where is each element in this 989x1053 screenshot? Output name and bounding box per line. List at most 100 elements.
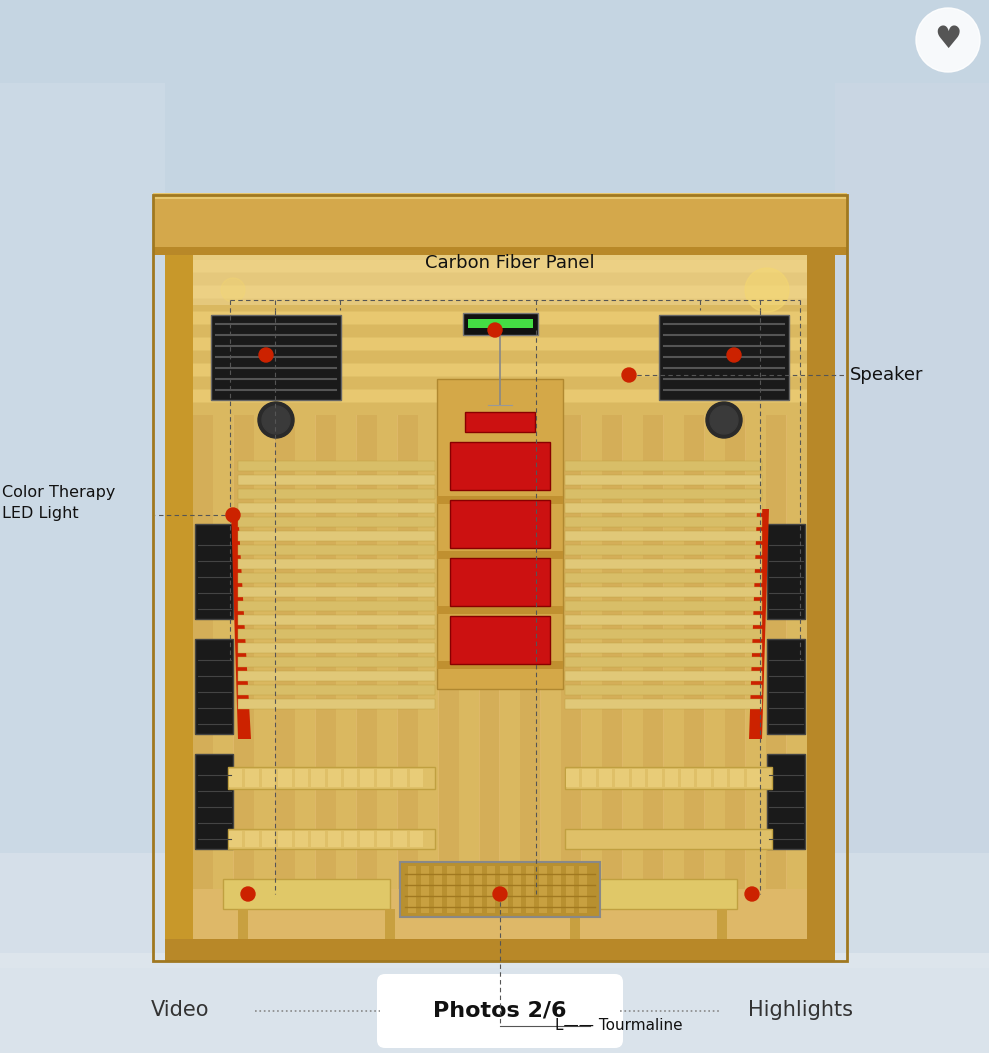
Bar — [193, 377, 807, 389]
Bar — [565, 629, 762, 639]
Bar — [238, 699, 435, 709]
Bar — [238, 601, 435, 611]
Bar — [0, 83, 165, 953]
Text: Video: Video — [150, 1000, 210, 1020]
Bar — [465, 412, 535, 432]
Bar — [565, 699, 762, 709]
Bar — [438, 405, 459, 889]
Bar — [487, 866, 499, 874]
Bar — [705, 405, 725, 889]
Bar — [470, 865, 530, 914]
Circle shape — [706, 402, 742, 438]
Bar — [238, 615, 435, 625]
Circle shape — [493, 887, 507, 901]
Bar — [746, 405, 765, 889]
Bar — [238, 686, 435, 695]
Bar — [193, 325, 807, 337]
Bar — [680, 769, 694, 787]
Bar — [565, 489, 762, 499]
Bar — [195, 639, 233, 734]
Bar — [487, 866, 494, 913]
Bar — [474, 866, 482, 913]
Bar — [579, 866, 586, 913]
Bar — [195, 754, 233, 849]
Bar — [238, 671, 435, 681]
Bar — [767, 639, 805, 734]
Bar — [238, 545, 435, 555]
Bar — [275, 405, 295, 889]
Bar — [730, 769, 744, 787]
Bar — [565, 767, 772, 789]
Bar — [450, 558, 550, 605]
Bar — [418, 405, 438, 889]
Bar — [684, 405, 704, 889]
Bar — [602, 405, 622, 889]
Bar — [394, 831, 406, 847]
Bar — [747, 769, 760, 787]
Text: L—— Tourmaline: L—— Tourmaline — [555, 1018, 682, 1033]
Bar — [513, 866, 521, 913]
Bar — [193, 260, 807, 272]
Bar — [193, 390, 807, 402]
Bar — [437, 551, 563, 559]
Bar — [394, 769, 406, 787]
Bar — [648, 769, 662, 787]
Bar — [153, 193, 847, 255]
Bar — [807, 255, 835, 961]
Bar — [566, 769, 580, 787]
Bar — [193, 405, 213, 889]
Bar — [565, 615, 762, 625]
Circle shape — [710, 406, 738, 434]
Bar — [312, 831, 324, 847]
Circle shape — [226, 508, 240, 522]
Text: Speaker: Speaker — [850, 366, 924, 384]
Bar — [450, 500, 550, 548]
Circle shape — [727, 347, 741, 362]
Bar — [360, 769, 374, 787]
Bar — [385, 909, 395, 939]
Bar — [229, 831, 242, 847]
Bar — [262, 831, 275, 847]
Polygon shape — [231, 509, 251, 739]
Circle shape — [259, 347, 273, 362]
Bar — [214, 405, 233, 889]
Bar — [238, 657, 435, 667]
Bar — [553, 866, 561, 913]
Bar — [766, 405, 786, 889]
Bar — [565, 475, 762, 485]
Bar — [714, 769, 727, 787]
Circle shape — [622, 367, 636, 382]
Bar — [582, 405, 602, 889]
Bar — [461, 866, 469, 913]
Text: Photos 2/6: Photos 2/6 — [433, 1000, 567, 1020]
Bar — [565, 601, 762, 611]
Bar — [400, 862, 600, 917]
Bar — [238, 503, 435, 513]
Bar — [377, 405, 398, 889]
Bar — [562, 405, 582, 889]
Bar — [565, 461, 762, 471]
Bar — [565, 657, 762, 667]
Bar — [725, 405, 745, 889]
Text: Highlights: Highlights — [748, 1000, 853, 1020]
Bar — [295, 831, 309, 847]
Bar — [336, 405, 356, 889]
Bar — [632, 769, 645, 787]
Circle shape — [745, 887, 759, 901]
Bar — [409, 769, 423, 787]
Bar — [165, 939, 835, 961]
Bar — [565, 671, 762, 681]
Bar — [473, 866, 485, 874]
Bar — [153, 195, 847, 961]
Bar — [615, 769, 629, 787]
Bar — [565, 643, 762, 653]
FancyBboxPatch shape — [377, 974, 623, 1048]
Bar — [278, 769, 292, 787]
Bar — [165, 255, 193, 961]
Bar — [565, 573, 762, 583]
Bar — [565, 587, 762, 597]
Bar — [500, 405, 520, 889]
Bar — [566, 866, 574, 913]
Circle shape — [488, 323, 502, 337]
Bar — [437, 496, 563, 504]
